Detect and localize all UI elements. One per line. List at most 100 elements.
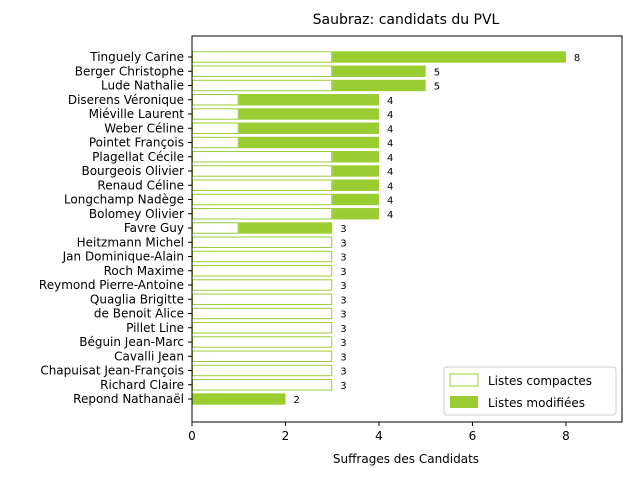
y-tick-label-de-benoit-alice: de Benoit Alice <box>94 307 184 321</box>
bar-modifiees-bolomey-olivier <box>332 208 379 220</box>
value-label-richard-claire: 3 <box>340 381 346 392</box>
y-tick-label-quaglia-brigitte: Quaglia Brigitte <box>90 292 184 306</box>
bar-compactes-pillet-line <box>192 322 333 334</box>
bar-compactes-tinguely-carine <box>192 51 333 63</box>
value-label-diserens-veronique: 4 <box>387 96 393 107</box>
y-tick-label-beguin-jean-marc: Béguin Jean-Marc <box>79 335 184 349</box>
bar-compactes-bourgeois-olivier <box>192 165 333 177</box>
value-label-quaglia-brigitte: 3 <box>340 295 346 306</box>
legend-label-modifiees: Listes modifiées <box>488 396 585 410</box>
value-label-tinguely-carine: 8 <box>574 53 580 64</box>
bar-compactes-richard-claire <box>192 379 333 391</box>
bar-compactes-longchamp-nadege <box>192 193 333 206</box>
bar-compactes-quaglia-brigitte <box>192 293 333 305</box>
bar-compactes-pointet-francois <box>192 136 239 149</box>
value-label-jan-dominique-alain: 3 <box>340 253 346 264</box>
y-tick-label-plagellat-cecile: Plagellat Cécile <box>92 150 184 164</box>
y-tick-label-tinguely-carine: Tinguely Carine <box>89 50 184 64</box>
value-label-longchamp-nadege: 4 <box>387 196 393 207</box>
legend-label-compactes: Listes compactes <box>488 374 592 388</box>
value-label-pointet-francois: 4 <box>387 139 393 150</box>
x-axis-label: Suffrages des Candidats <box>333 452 479 466</box>
bar-modifiees-pointet-francois <box>238 136 379 149</box>
y-tick-label-reymond-pierre-antoine: Reymond Pierre-Antoine <box>39 278 184 292</box>
x-tick-label-6: 6 <box>469 429 477 443</box>
y-tick-label-lude-nathalie: Lude Nathalie <box>101 79 184 93</box>
bar-modifiees-weber-celine <box>238 122 379 134</box>
plot-frame <box>191 35 623 423</box>
bar-compactes-jan-dominique-alain <box>192 250 333 263</box>
y-tick-label-diserens-veronique: Diserens Véronique <box>68 93 184 107</box>
y-tick-label-longchamp-nadege: Longchamp Nadège <box>64 193 184 207</box>
bar-modifiees-diserens-veronique <box>238 94 379 106</box>
bar-modifiees-tinguely-carine <box>332 51 566 63</box>
x-tick-label-4: 4 <box>375 429 383 443</box>
bar-compactes-berger-christophe <box>192 65 333 77</box>
bar-compactes-chapuisat-jean-francois <box>192 364 333 377</box>
bar-compactes-reymond-pierre-antoine <box>192 279 333 291</box>
value-label-pillet-line: 3 <box>340 324 346 335</box>
bar-modifiees-longchamp-nadege <box>332 193 379 206</box>
y-tick-label-repond-nathanael: Repond Nathanaël <box>73 392 184 406</box>
y-tick-label-weber-celine: Weber Céline <box>104 121 184 135</box>
y-tick-label-cavalli-jean: Cavalli Jean <box>114 349 184 363</box>
x-tick-label-0: 0 <box>188 429 196 443</box>
chart-title: Saubraz: candidats du PVL <box>313 12 500 28</box>
value-label-repond-nathanael: 2 <box>293 395 299 406</box>
value-label-beguin-jean-marc: 3 <box>340 338 346 349</box>
bar-compactes-plagellat-cecile <box>192 151 333 163</box>
bar-compactes-bolomey-olivier <box>192 208 333 220</box>
bar-modifiees-lude-nathalie <box>332 79 426 92</box>
y-tick-label-favre-guy: Favre Guy <box>124 221 184 235</box>
x-axis: 0 2 4 6 8 <box>188 422 570 443</box>
value-label-roch-maxime: 3 <box>340 267 346 278</box>
bar-modifiees-berger-christophe <box>332 65 426 77</box>
y-tick-label-jan-dominique-alain: Jan Dominique-Alain <box>62 250 184 264</box>
bar-compactes-cavalli-jean <box>192 350 333 362</box>
y-tick-label-mieville-laurent: Miéville Laurent <box>89 107 185 121</box>
value-label-mieville-laurent: 4 <box>387 110 393 121</box>
value-label-bourgeois-olivier: 4 <box>387 167 393 178</box>
value-label-de-benoit-alice: 3 <box>340 310 346 321</box>
y-tick-label-bolomey-olivier: Bolomey Olivier <box>89 207 184 221</box>
bar-compactes-heitzmann-michel <box>192 236 333 248</box>
bar-compactes-beguin-jean-marc <box>192 336 333 348</box>
value-label-renaud-celine: 4 <box>387 181 393 192</box>
y-tick-label-bourgeois-olivier: Bourgeois Olivier <box>81 164 184 178</box>
bar-modifiees-renaud-celine <box>332 179 379 191</box>
y-tick-label-chapuisat-jean-francois: Chapuisat Jean-François <box>40 364 184 378</box>
value-label-reymond-pierre-antoine: 3 <box>340 281 346 292</box>
y-tick-label-heitzmann-michel: Heitzmann Michel <box>77 235 184 249</box>
value-label-chapuisat-jean-francois: 3 <box>340 367 346 378</box>
bar-compactes-diserens-veronique <box>192 94 239 106</box>
bar-compactes-lude-nathalie <box>192 79 333 92</box>
y-tick-label-berger-christophe: Berger Christophe <box>75 64 184 78</box>
bar-modifiees-favre-guy <box>238 222 333 234</box>
value-label-heitzmann-michel: 3 <box>340 238 346 249</box>
value-label-lude-nathalie: 5 <box>434 82 440 93</box>
value-label-weber-celine: 4 <box>387 124 393 135</box>
bar-modifiees-mieville-laurent <box>238 108 379 120</box>
value-label-favre-guy: 3 <box>340 224 346 235</box>
value-labels-group: 8 5 5 4 4 4 4 4 4 4 4 4 3 3 3 3 3 3 3 3 3 3 3 3 2 <box>293 53 580 406</box>
value-label-plagellat-cecile: 4 <box>387 153 393 164</box>
y-tick-label-renaud-celine: Renaud Céline <box>97 178 184 192</box>
bars-group <box>192 51 566 405</box>
bar-compactes-roch-maxime <box>192 265 333 277</box>
bar-compactes-renaud-celine <box>192 179 333 191</box>
bar-compactes-weber-celine <box>192 122 239 134</box>
bar-modifiees-repond-nathanael <box>192 393 286 405</box>
y-tick-label-pillet-line: Pillet Line <box>126 321 184 335</box>
value-label-cavalli-jean: 3 <box>340 352 346 363</box>
y-tick-label-pointet-francois: Pointet François <box>89 136 184 150</box>
x-tick-label-8: 8 <box>562 429 570 443</box>
legend: Listes compactes Listes modifiées <box>443 366 617 416</box>
bar-modifiees-bourgeois-olivier <box>332 165 379 177</box>
bar-compactes-favre-guy <box>192 222 239 234</box>
bar-modifiees-plagellat-cecile <box>332 151 379 163</box>
legend-swatch-modifiees <box>450 396 478 408</box>
value-label-berger-christophe: 5 <box>434 67 440 78</box>
bar-compactes-mieville-laurent <box>192 108 239 120</box>
